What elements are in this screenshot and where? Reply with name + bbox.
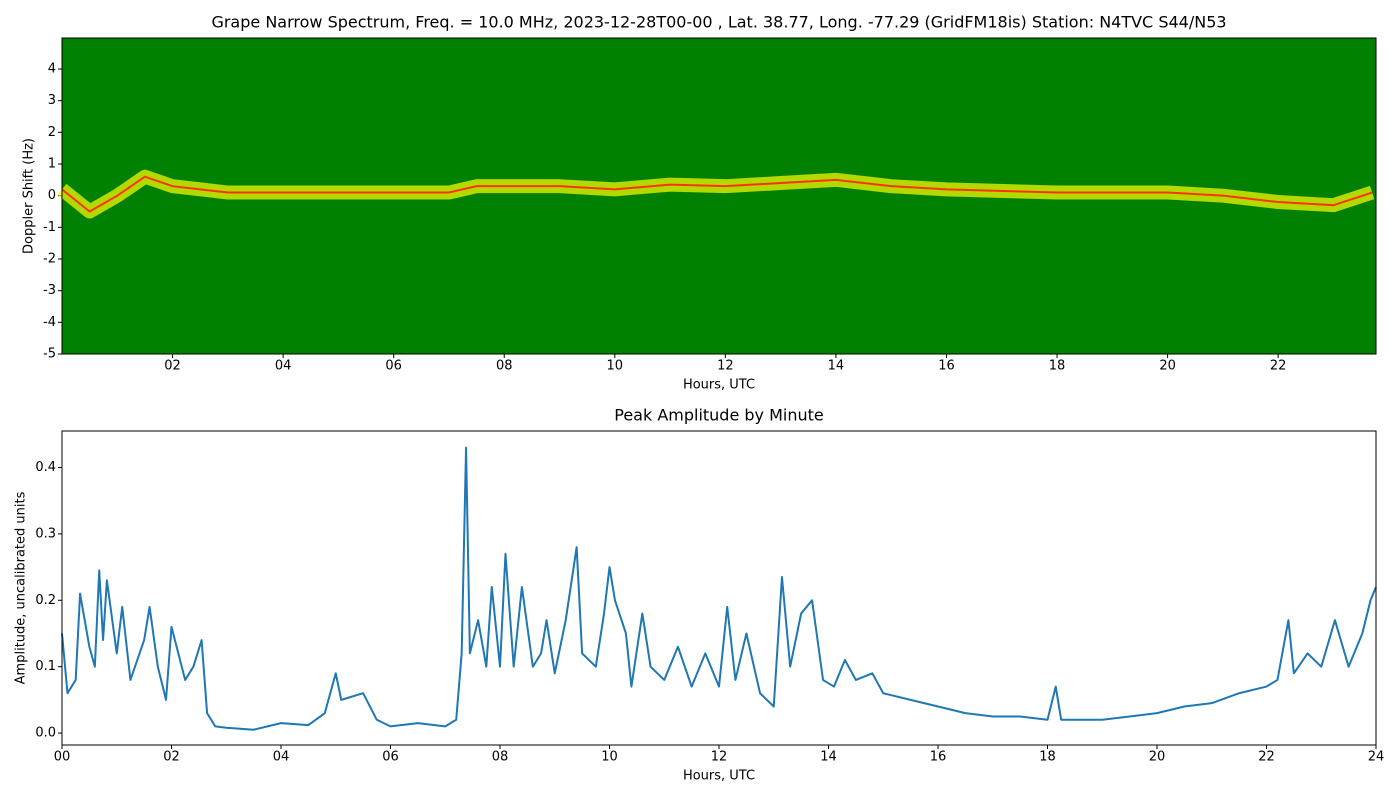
doppler-trace — [61, 175, 1373, 213]
x-axis-label: Hours, UTC — [683, 378, 755, 393]
x-tick-label: 06 — [382, 750, 399, 765]
x-tick-label: 18 — [1039, 750, 1056, 765]
x-tick-label: 06 — [385, 359, 402, 374]
chart-title: Grape Narrow Spectrum, Freq. = 10.0 MHz,… — [211, 13, 1226, 32]
y-tick-label: -2 — [43, 252, 56, 267]
y-tick-label: 1 — [48, 157, 56, 172]
x-tick-label: 20 — [1149, 750, 1166, 765]
x-tick-label: 02 — [163, 750, 180, 765]
y-tick-label: -3 — [43, 283, 56, 298]
y-tick-label: 0.2 — [35, 593, 56, 608]
amplitude-line — [61, 446, 1377, 731]
x-tick-label: 22 — [1258, 750, 1275, 765]
y-tick-label: -4 — [43, 315, 56, 330]
x-axis-label: Hours, UTC — [683, 769, 755, 784]
x-tick-label: 10 — [601, 750, 618, 765]
y-tick-label: 3 — [48, 93, 56, 108]
x-tick-label: 22 — [1270, 359, 1287, 374]
y-tick-label: 0 — [48, 188, 56, 203]
plot-frame — [61, 430, 1377, 746]
x-tick-label: 16 — [938, 359, 955, 374]
x-tick-label: 08 — [496, 359, 513, 374]
x-tick-label: 16 — [930, 750, 947, 765]
x-tick-label: 24 — [1368, 750, 1385, 765]
x-tick-label: 04 — [275, 359, 292, 374]
x-tick-label: 14 — [828, 359, 845, 374]
x-tick-label: 08 — [492, 750, 509, 765]
y-axis-label: Doppler Shift (Hz) — [22, 138, 37, 254]
x-tick-label: 04 — [273, 750, 290, 765]
x-tick-label: 14 — [820, 750, 837, 765]
x-tick-label: 10 — [607, 359, 624, 374]
y-tick-label: 0.3 — [35, 526, 56, 541]
y-tick-label: 2 — [48, 125, 56, 140]
y-axis-label: Amplitude, uncalibrated units — [14, 491, 29, 684]
y-tick-label: 4 — [48, 62, 56, 77]
x-tick-label: 18 — [1049, 359, 1066, 374]
chart-title: Peak Amplitude by Minute — [614, 406, 824, 425]
y-tick-label: 0.4 — [35, 460, 56, 475]
x-tick-label: 12 — [717, 359, 734, 374]
x-tick-label: 20 — [1159, 359, 1176, 374]
y-tick-label: -5 — [43, 347, 56, 362]
x-tick-label: 00 — [54, 750, 71, 765]
y-tick-label: 0.0 — [35, 726, 56, 741]
plot-frame — [61, 37, 1377, 355]
y-tick-label: 0.1 — [35, 659, 56, 674]
x-tick-label: 02 — [164, 359, 181, 374]
x-tick-label: 12 — [711, 750, 728, 765]
y-tick-label: -1 — [43, 220, 56, 235]
